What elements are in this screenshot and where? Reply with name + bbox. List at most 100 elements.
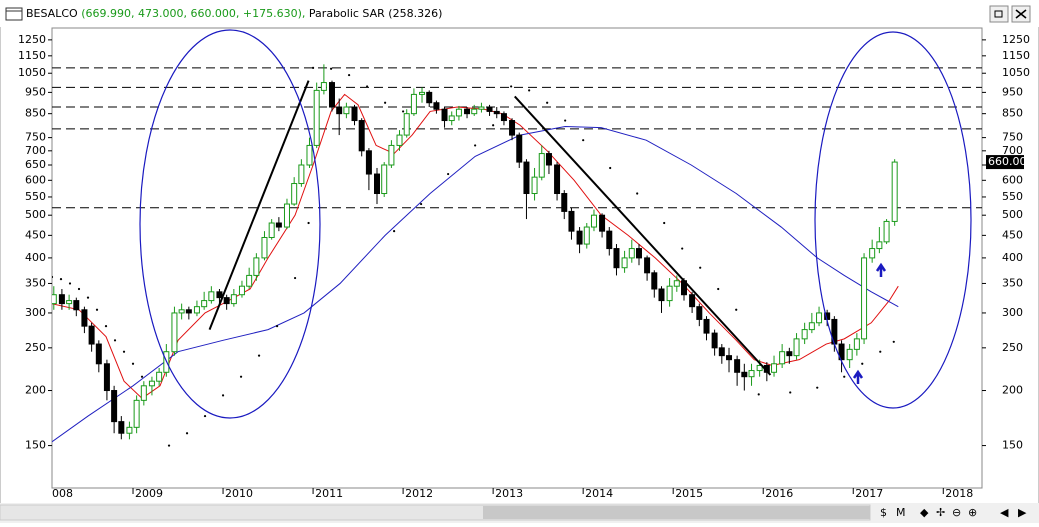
y-tick-label-right: 1050 [1002, 66, 1030, 79]
y-tick-label-right: 850 [1002, 107, 1023, 120]
candle-body [148, 380, 155, 387]
sar-dot [510, 85, 513, 88]
candle-body [779, 351, 786, 365]
y-tick-label: 150 [25, 439, 46, 452]
candle-body [621, 257, 628, 269]
sar-dot [681, 247, 684, 250]
candle-body [599, 214, 606, 232]
candle-body [374, 173, 381, 195]
candle-body [73, 300, 80, 311]
scrollbar-thumb[interactable] [483, 506, 870, 519]
candle-body [52, 294, 57, 305]
x-tick-label: 2009 [135, 487, 163, 500]
candle-body [230, 294, 237, 305]
sar-dot [95, 308, 99, 311]
candle-body [486, 106, 493, 112]
toolbar-icon[interactable]: ⊖ [952, 506, 961, 519]
sar-dot [717, 287, 720, 291]
candle-body [381, 164, 388, 195]
trend-line [208, 80, 310, 330]
candle-body [448, 115, 455, 122]
candle-body [666, 285, 673, 302]
y-tick-label-right: 450 [1002, 228, 1023, 241]
sar-dot [185, 432, 189, 435]
sar-dot [447, 172, 450, 176]
candle-body [846, 348, 853, 361]
candle-body [635, 248, 642, 259]
candle-body [253, 257, 260, 276]
toolbar-icon[interactable]: ✢ [936, 506, 945, 519]
x-tick-label: 2015 [675, 487, 703, 500]
sar-dot [609, 166, 612, 170]
candle-body [410, 93, 417, 115]
restore-button[interactable] [989, 5, 1009, 23]
toolbar-icon[interactable]: ◀ [1000, 506, 1009, 519]
candle-body [689, 294, 696, 308]
y-tick-label-right: 500 [1002, 208, 1023, 221]
sar-dot [221, 394, 225, 397]
sar-dot [329, 67, 333, 70]
x-axis: 2008 2009 2010 2011 2012 2013 2014 2015 2016 2017… [52, 487, 973, 500]
toolbar-icon[interactable]: ◆ [920, 506, 929, 519]
y-tick-label: 250 [25, 341, 46, 354]
y-tick-label: 750 [25, 131, 46, 144]
sar-dot [564, 119, 567, 122]
candle-body [103, 363, 110, 392]
y-tick-label-right: 350 [1002, 276, 1023, 289]
toolbar-icon[interactable]: M [896, 506, 906, 519]
candle-body [238, 285, 245, 296]
candle-body [403, 113, 410, 136]
candle-body [178, 309, 185, 314]
candle-body [786, 351, 793, 357]
candle-body [561, 193, 568, 212]
candle-body [748, 370, 755, 378]
sar-dot [311, 66, 315, 69]
candle-body [118, 421, 125, 434]
sar-dot [582, 139, 585, 142]
sar-dot [167, 444, 171, 447]
sar-dot [735, 308, 738, 311]
sar-dot [892, 340, 895, 343]
candle-body [268, 222, 275, 238]
y-tick-label: 350 [25, 276, 46, 289]
candle-body [816, 312, 823, 324]
sar-dot [546, 101, 549, 104]
sar-dot [347, 73, 351, 77]
y-tick-label: 300 [25, 306, 46, 319]
candle-body [193, 306, 200, 314]
x-tick-label: 2018 [945, 487, 973, 500]
candle-body [658, 288, 665, 302]
x-tick-label: 2013 [495, 487, 523, 500]
sar-dot [757, 393, 760, 396]
candle-body [793, 338, 800, 357]
y-tick-label-right: 550 [1002, 190, 1023, 203]
close-icon [1015, 9, 1027, 19]
candle-body [718, 347, 725, 357]
candle-body [455, 108, 462, 117]
trend-line [514, 95, 772, 376]
candle-body [111, 390, 118, 423]
candle-body [343, 106, 350, 115]
toolbar-icon[interactable]: ⊕ [968, 506, 977, 519]
toolbar-icon[interactable]: $ [880, 506, 887, 519]
window-icon [5, 7, 23, 21]
candle-body [216, 291, 223, 299]
candle-body [471, 108, 478, 115]
toolbar-icon[interactable]: ▶ [1018, 506, 1027, 519]
sar-dot [86, 296, 90, 299]
candle-body [531, 176, 538, 195]
y-tick-label: 500 [25, 208, 46, 221]
last-price-label: 660.00 [988, 155, 1027, 168]
candle-body [81, 309, 88, 327]
candle-body [58, 294, 65, 305]
y-tick-label-right: 400 [1002, 251, 1023, 264]
candle-body [861, 257, 868, 340]
x-tick-label: 2012 [405, 487, 433, 500]
indicator-name: Parabolic SAR [309, 7, 385, 20]
candle-body [554, 164, 561, 195]
y-tick-label: 1250 [18, 33, 46, 46]
candle-body [606, 230, 613, 250]
candle-body [283, 203, 290, 228]
candle-body [523, 161, 530, 195]
